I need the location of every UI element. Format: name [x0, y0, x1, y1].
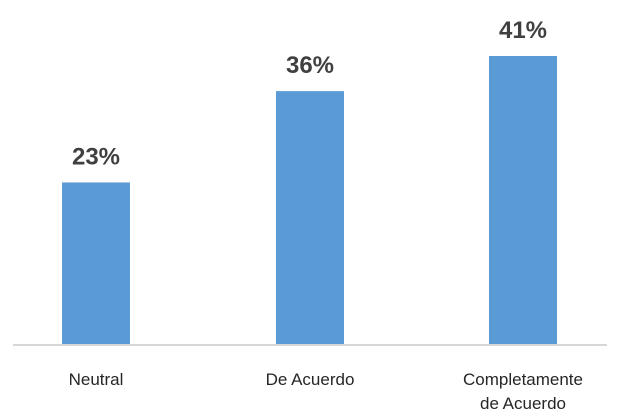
category-label: Completamente de Acuerdo — [463, 370, 583, 413]
bar-value-label: 36% — [286, 52, 334, 79]
value-label-group: 23% 36% 41% — [72, 17, 547, 170]
category-label-group: Neutral De Acuerdo Completamente de Acuerdo — [69, 370, 583, 413]
category-label: Neutral — [69, 370, 124, 389]
bar — [276, 91, 344, 344]
bar-value-label: 41% — [499, 17, 547, 44]
bar — [62, 182, 130, 344]
category-label: De Acuerdo — [266, 370, 355, 389]
bar-group — [62, 56, 557, 344]
bar — [489, 56, 557, 344]
bar-value-label: 23% — [72, 143, 120, 170]
